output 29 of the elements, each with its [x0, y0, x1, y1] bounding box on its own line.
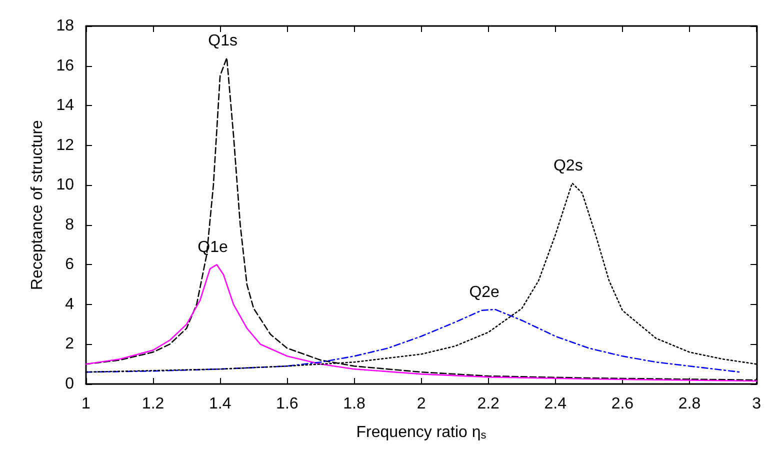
x-tick-label: 2.4 [544, 396, 567, 412]
annotation: Q2e [469, 284, 500, 301]
x-tick-label: 1.8 [343, 396, 366, 412]
y-tick-label: 12 [56, 136, 74, 154]
y-tick-label: 6 [65, 256, 74, 274]
x-axis-title: Frequency ratio ηs [356, 424, 487, 442]
x-tick-label: 2.2 [477, 396, 500, 412]
x-tick-label: 3 [752, 396, 762, 412]
y-tick-label: 16 [56, 57, 74, 74]
y-tick-label: 18 [56, 18, 74, 34]
annotation: Q2s [553, 158, 583, 175]
line-series [85, 308, 740, 373]
x-tick-label: 1.2 [142, 396, 164, 412]
y-tick-label: 10 [56, 176, 74, 194]
y-tick-label: 0 [65, 376, 74, 392]
y-tick-label: 2 [65, 336, 74, 353]
y-axis-title: Receptance of structure [28, 120, 46, 290]
x-tick-label: 1.6 [276, 396, 298, 412]
x-tick-label: 2.8 [678, 396, 701, 412]
y-tick-label: 8 [65, 216, 74, 234]
annotation: Q1s [208, 32, 238, 50]
annotation: Q1e [198, 239, 228, 256]
line-series [85, 264, 758, 382]
y-tick-label: 14 [56, 97, 74, 114]
y-tick-label: 4 [65, 296, 74, 313]
x-tick-label: 1.4 [208, 396, 232, 412]
x-tick-label: 2.6 [611, 396, 634, 412]
x-tick-label: 1 [82, 396, 91, 412]
x-tick-label: 2 [416, 396, 426, 412]
